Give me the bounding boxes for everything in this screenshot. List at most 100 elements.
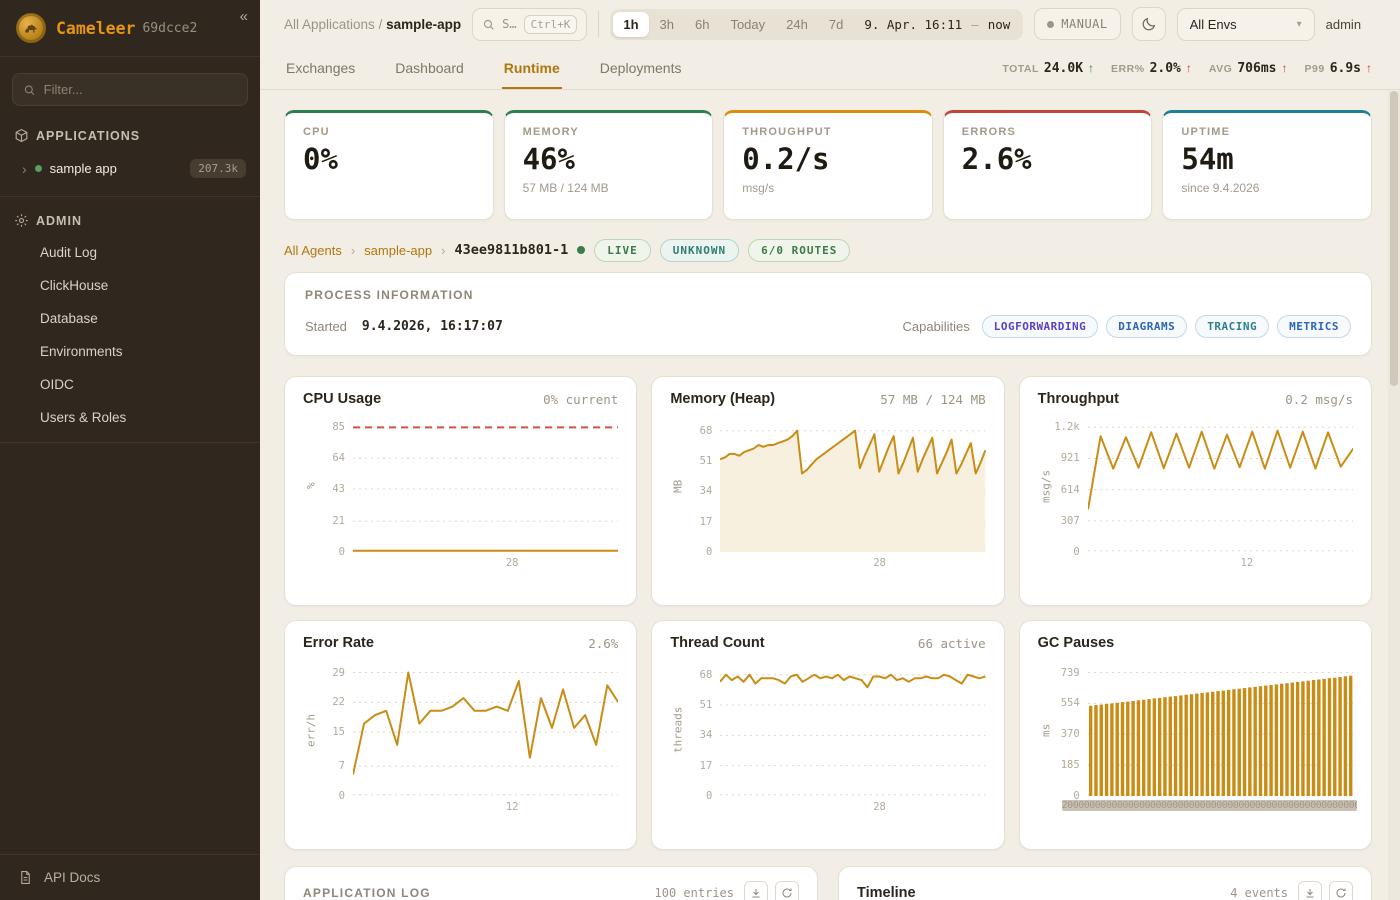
sidebar-item-database[interactable]: Database bbox=[40, 311, 98, 326]
refresh-mode-button[interactable]: MANUAL bbox=[1034, 8, 1121, 40]
chart-title: GC Pauses bbox=[1037, 635, 1115, 651]
y-tick-label: 17 bbox=[699, 759, 713, 772]
app-label: sample app bbox=[49, 161, 117, 176]
divider bbox=[0, 196, 260, 197]
process-information-panel: PROCESS INFORMATION Started 9.4.2026, 16… bbox=[284, 272, 1372, 356]
user-menu[interactable]: admin bbox=[1325, 16, 1362, 32]
tab-dashboard[interactable]: Dashboard bbox=[395, 59, 464, 76]
stat-total: TOTAL 24.0K ↑ bbox=[1002, 61, 1094, 76]
topbar: All Applications / sample-app S… Ctrl+K … bbox=[260, 0, 1400, 48]
time-range-today[interactable]: Today bbox=[720, 12, 775, 37]
y-axis-label: MB bbox=[671, 479, 685, 493]
time-range-display[interactable]: 9. Apr. 16:11 – now bbox=[854, 17, 1020, 32]
search-icon bbox=[24, 85, 35, 95]
metric-label: CPU bbox=[303, 126, 330, 138]
tab-exchanges[interactable]: Exchanges bbox=[286, 59, 356, 76]
metric-value: 46% bbox=[522, 142, 575, 176]
chart-current-value: 66 active bbox=[917, 635, 986, 651]
metric-subtext bbox=[303, 181, 475, 195]
download-log-button[interactable] bbox=[744, 881, 768, 900]
chart-title: Thread Count bbox=[670, 635, 765, 651]
download-icon bbox=[752, 889, 760, 898]
started-group: Started 9.4.2026, 16:17:07 bbox=[305, 319, 503, 334]
vertical-scrollbar[interactable] bbox=[1388, 91, 1400, 900]
time-range-1h[interactable]: 1h bbox=[613, 11, 649, 37]
tab-runtime[interactable]: Runtime bbox=[501, 48, 562, 89]
process-info-row: Started 9.4.2026, 16:17:07 Capabilities … bbox=[305, 315, 1351, 338]
sidebar-item-audit-log[interactable]: Audit Log bbox=[40, 245, 98, 260]
time-range-7d[interactable]: 7d bbox=[819, 12, 853, 37]
sidebar-item-users-roles[interactable]: Users & Roles bbox=[40, 410, 127, 425]
chart-card-memory-heap: Memory (Heap) 57 MB / 124 MB MB 68 51 34 17 0 28 bbox=[651, 376, 1005, 606]
chevron-down-icon: ▾ bbox=[1296, 18, 1302, 30]
stat-value: 24.0K bbox=[1043, 61, 1084, 76]
refresh-icon bbox=[1336, 888, 1346, 898]
metric-subtext: msg/s bbox=[742, 181, 775, 195]
metric-value: 54m bbox=[1181, 142, 1234, 176]
metric-subtext: since 9.4.2026 bbox=[1181, 181, 1260, 195]
refresh-timeline-button[interactable] bbox=[1329, 881, 1353, 900]
log-entries-count: 100 entries bbox=[654, 886, 734, 900]
chart-plot bbox=[353, 420, 618, 552]
y-tick-label: 17 bbox=[699, 515, 713, 528]
scrollbar-thumb[interactable] bbox=[1390, 91, 1398, 386]
time-separator: – bbox=[971, 16, 979, 32]
chevron-right-icon: › bbox=[350, 242, 356, 258]
moon-icon bbox=[1142, 17, 1155, 31]
capability-pill-logforwarding: LOGFORWARDING bbox=[981, 315, 1099, 338]
sidebar-item-sample-app[interactable]: › sample app 207.3k bbox=[0, 151, 260, 188]
trend-arrow-icon: ↑ bbox=[1281, 61, 1288, 75]
sidebar-collapse-button[interactable]: « bbox=[239, 8, 248, 25]
sidebar-item-api-docs[interactable]: API Docs bbox=[0, 854, 260, 900]
environment-select[interactable]: All Envs ▾ bbox=[1176, 7, 1315, 41]
y-axis-label: msg/s bbox=[1039, 469, 1053, 503]
y-tick-label: 614 bbox=[1060, 483, 1080, 496]
metric-value: 0% bbox=[303, 142, 338, 176]
chart-card-gc-pauses: GC Pauses ms 739 554 370 185 0 2000000000000000… bbox=[1018, 620, 1372, 850]
time-to: now bbox=[987, 16, 1011, 32]
chart-card-cpu-usage: CPU Usage 0% current% 85 64 43 21 0 28 bbox=[284, 376, 638, 606]
capability-pill-metrics: METRICS bbox=[1277, 315, 1351, 338]
download-icon bbox=[1306, 889, 1314, 898]
filter-input[interactable] bbox=[43, 82, 237, 97]
y-tick-label: 554 bbox=[1060, 697, 1080, 710]
trend-arrow-icon: ↑ bbox=[1088, 61, 1095, 75]
sidebar-filter[interactable] bbox=[12, 73, 248, 106]
chart-title: Throughput bbox=[1037, 391, 1119, 407]
y-tick-label: 29 bbox=[332, 666, 345, 679]
time-range-buttons: 1h 3h 6h Today 24h 7d bbox=[613, 11, 853, 37]
sidebar-item-environments[interactable]: Environments bbox=[40, 344, 123, 359]
sidebar-item-oidc[interactable]: OIDC bbox=[40, 377, 74, 392]
metric-value: 2.6% bbox=[961, 142, 1032, 176]
sidebar-item-clickhouse[interactable]: ClickHouse bbox=[40, 278, 109, 293]
started-value: 9.4.2026, 16:17:07 bbox=[361, 319, 503, 334]
chart-current-value: 0.2 msg/s bbox=[1285, 391, 1353, 407]
status-pill-6-0-routes: 6/0 ROUTES bbox=[748, 238, 851, 262]
chart-title: Memory (Heap) bbox=[670, 391, 776, 407]
expand-chevron-icon[interactable]: › bbox=[22, 160, 27, 177]
stat-value: 2.0% bbox=[1149, 61, 1181, 76]
breadcrumb-parent[interactable]: All Applications bbox=[284, 16, 375, 32]
stat-p99: P99 6.9s ↑ bbox=[1305, 61, 1373, 76]
sample-app-link[interactable]: sample-app bbox=[364, 242, 433, 258]
global-search[interactable]: S… Ctrl+K bbox=[472, 7, 588, 41]
search-placeholder-text: S… bbox=[502, 17, 517, 31]
timeline-actions: 4 events bbox=[1230, 881, 1353, 900]
timeline-events-count: 4 events bbox=[1230, 886, 1288, 900]
y-tick-label: 15 bbox=[332, 726, 345, 739]
download-timeline-button[interactable] bbox=[1298, 881, 1322, 900]
gc-pauses-chart bbox=[1088, 664, 1353, 796]
time-range-24h[interactable]: 24h bbox=[776, 12, 818, 37]
all-agents-link[interactable]: All Agents bbox=[284, 242, 342, 258]
capabilities-group: Capabilities LOGFORWARDING DIAGRAMS TRACIN… bbox=[903, 315, 1351, 338]
time-range-3h[interactable]: 3h bbox=[650, 12, 684, 37]
y-tick-label: 51 bbox=[699, 455, 713, 468]
dark-mode-toggle[interactable] bbox=[1131, 7, 1166, 41]
time-range-6h[interactable]: 6h bbox=[685, 12, 719, 37]
tab-deployments[interactable]: Deployments bbox=[599, 59, 682, 76]
bottom-panels-row: APPLICATION LOG 100 entries bbox=[284, 866, 1372, 900]
chart-card-thread-count: Thread Count 66 active threads 68 51 34 17 0 28 bbox=[651, 620, 1005, 850]
metric-subtext: 57 MB / 124 MB bbox=[522, 181, 609, 195]
refresh-log-button[interactable] bbox=[775, 881, 799, 900]
